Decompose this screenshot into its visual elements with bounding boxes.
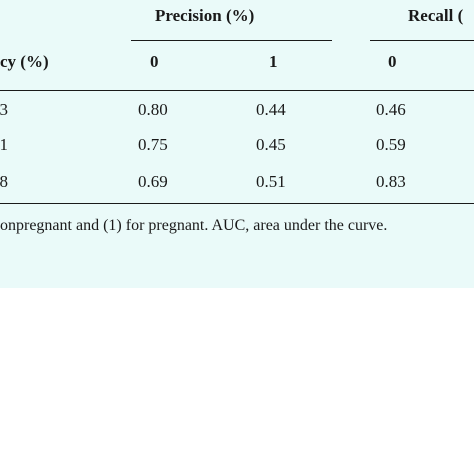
table-footnote: onpregnant and (1) for pregnant. AUC, ar… [0, 217, 388, 234]
accuracy-cell: 68 [0, 172, 8, 191]
recall-group-header: Recall ( [408, 6, 464, 25]
accuracy-column-header: cy (%) [0, 52, 49, 71]
precision-class0-cell: 0.69 [138, 172, 168, 191]
recall-header-rule [370, 40, 474, 41]
accuracy-cell: 51 [0, 135, 8, 154]
precision-group-header: Precision (%) [155, 6, 255, 25]
precision-class1-cell: 0.51 [256, 172, 286, 191]
accuracy-cell: 63 [0, 100, 8, 119]
precision-class0-header: 0 [150, 52, 159, 71]
recall-class0-cell: 0.59 [376, 135, 406, 154]
recall-class0-cell: 0.83 [376, 172, 406, 191]
precision-class1-cell: 0.45 [256, 135, 286, 154]
recall-class0-cell: 0.46 [376, 100, 406, 119]
precision-class1-cell: 0.44 [256, 100, 286, 119]
table-bottom-rule [0, 203, 474, 204]
header-bottom-rule [0, 90, 474, 91]
results-table-panel: Precision (%) Recall ( cy (%) 0 1 0 63 0… [0, 0, 474, 288]
recall-class0-header: 0 [388, 52, 397, 71]
precision-class0-cell: 0.80 [138, 100, 168, 119]
precision-class1-header: 1 [269, 52, 278, 71]
precision-class0-cell: 0.75 [138, 135, 168, 154]
precision-header-rule [131, 40, 332, 41]
